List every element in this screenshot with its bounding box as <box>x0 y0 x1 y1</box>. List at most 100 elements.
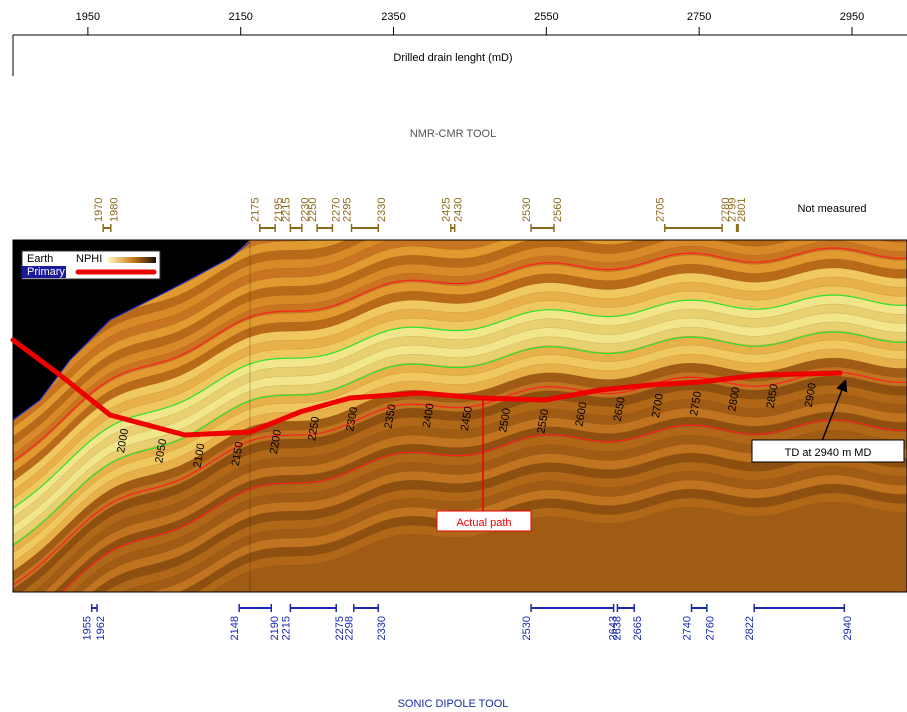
td-box <box>751 439 905 463</box>
interval: 2740 2760 <box>681 604 717 640</box>
path-depth-label: 2700 <box>650 393 666 419</box>
interval: 2822 2940 <box>744 604 854 640</box>
interval: 2295 2330 <box>341 198 388 232</box>
sonic-title: SONIC DIPOLE TOOL <box>398 698 509 710</box>
path-depth-label: 2150 <box>230 441 246 467</box>
path-depth-label: 2250 <box>306 416 322 442</box>
interval-label: 2643 <box>607 616 619 640</box>
path-depth-label: 2400 <box>421 402 437 428</box>
path-depth-label: 2200 <box>268 429 284 455</box>
interval-label: 2430 <box>453 198 465 222</box>
earth-model <box>13 240 907 592</box>
path-depth-label: 2800 <box>726 386 742 412</box>
interval-label: 2215 <box>280 198 292 222</box>
axis-tick-label: 2750 <box>687 11 711 23</box>
interval-label: 2148 <box>229 616 241 640</box>
legend-earth: Earth <box>27 253 53 265</box>
interval: 1955 1962 <box>82 604 107 640</box>
actual-path-label: Actual path <box>456 517 511 529</box>
axis-tick-label: 1950 <box>76 11 100 23</box>
interval-label: 2195 <box>273 198 285 222</box>
interval-label: 2740 <box>681 616 693 640</box>
interval: 2530 2560 <box>521 198 564 232</box>
interval-label: 2799 <box>727 198 739 222</box>
legend: Earth NPHI Primary <box>21 250 161 280</box>
interval: 2250 2270 <box>307 198 342 232</box>
interval: 2530 2638 <box>521 604 623 640</box>
interval-label: 2705 <box>655 198 667 222</box>
interval: 2705 2780 <box>655 198 732 232</box>
interval-label: 2665 <box>632 616 644 640</box>
interval: 2215 2275 <box>280 604 346 640</box>
path-depth-label: 2900 <box>803 382 819 408</box>
horizon <box>61 419 907 592</box>
interval-label: 1980 <box>109 198 121 222</box>
path-depth-label: 2750 <box>688 390 704 416</box>
nmr-title: NMR-CMR TOOL <box>410 128 496 140</box>
interval-label: 2560 <box>552 198 564 222</box>
interval: 2298 2330 <box>344 604 388 640</box>
axis-tick-label: 2550 <box>534 11 558 23</box>
interval-label: 2175 <box>250 198 262 222</box>
path-depth-label: 2000 <box>115 428 131 454</box>
strata-layer <box>211 501 907 592</box>
interval-label: 2760 <box>705 616 717 640</box>
path-depth-label: 2100 <box>192 443 208 469</box>
horizon <box>13 331 907 546</box>
interval-label: 2425 <box>441 198 453 222</box>
path-depth-label: 2450 <box>459 406 475 432</box>
interval: 2643 2665 <box>607 604 644 640</box>
axis-tick-label: 2150 <box>228 11 252 23</box>
interval-label: 2530 <box>521 616 533 640</box>
path-depth-label: 2050 <box>153 438 169 464</box>
interval-label: 2330 <box>376 198 388 222</box>
interval-label: 2298 <box>344 616 356 640</box>
path-depth-label: 2350 <box>383 403 399 429</box>
path-depth-label: 2650 <box>612 396 628 422</box>
interval: 2148 2190 <box>229 604 281 640</box>
interval-label: 2780 <box>720 198 732 222</box>
earth-surface <box>13 240 250 420</box>
interval-label: 2822 <box>744 616 756 640</box>
td-arrow <box>821 379 848 442</box>
horizon <box>13 247 907 462</box>
interval-label: 1955 <box>82 616 94 640</box>
interval-label: 2801 <box>736 198 748 222</box>
legend-nphi: NPHI <box>76 253 102 265</box>
path-depth-label: 2850 <box>765 383 781 409</box>
interval-label: 2295 <box>341 198 353 222</box>
interval-label: 2270 <box>330 198 342 222</box>
interval-label: 1962 <box>95 616 107 640</box>
axis-label: Drilled drain lenght (mD) <box>393 52 512 64</box>
model-frame <box>12 239 907 593</box>
axis-tick-label: 2950 <box>840 11 864 23</box>
interval: 2425 2430 <box>441 198 465 232</box>
actual-path-box <box>436 510 532 532</box>
horizon <box>13 371 907 586</box>
horizon <box>13 294 907 509</box>
path-depth-label: 2300 <box>344 406 360 432</box>
interval: 1970 1980 <box>93 198 121 232</box>
interval-label: 2250 <box>307 198 319 222</box>
axis-tick-label: 2350 <box>381 11 405 23</box>
well-path <box>10 337 843 438</box>
interval: 2175 2195 <box>250 198 285 232</box>
interval-label: 1970 <box>93 198 105 222</box>
interval-label: 2275 <box>334 616 346 640</box>
blue-horizon <box>13 241 251 421</box>
td-label: TD at 2940 m MD <box>785 447 872 459</box>
path-depth-label: 2500 <box>497 407 513 433</box>
path-depth-label: 2600 <box>574 401 590 427</box>
interval: 2215 2230 <box>280 198 312 232</box>
path-depth-label: 2550 <box>535 408 551 434</box>
interval-label: 2230 <box>300 198 312 222</box>
interval-label: 2190 <box>269 616 281 640</box>
legend-primary: Primary <box>27 266 65 278</box>
interval-label: 2530 <box>521 198 533 222</box>
interval-label: 2638 <box>611 616 623 640</box>
interval-label: 2330 <box>376 616 388 640</box>
nmr-note: Not measured <box>797 203 866 215</box>
interval-label: 2215 <box>280 616 292 640</box>
